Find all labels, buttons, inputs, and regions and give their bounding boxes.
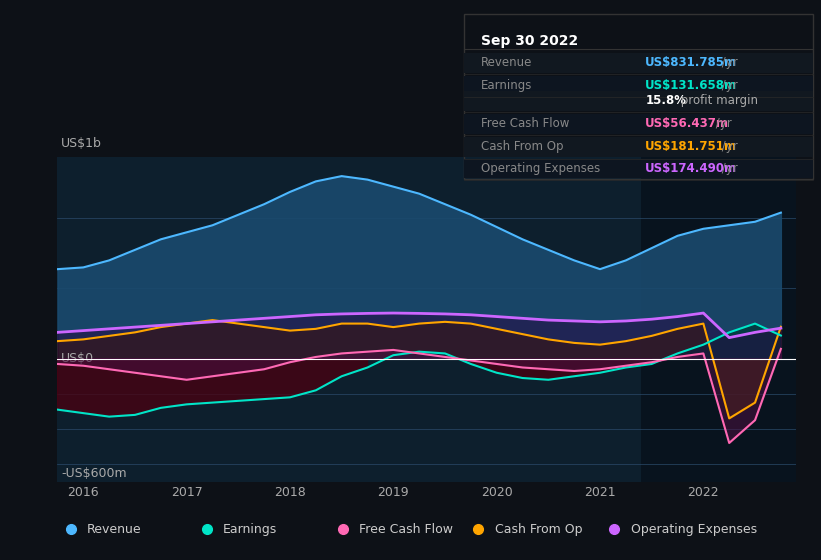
Text: profit margin: profit margin xyxy=(677,94,758,107)
Text: Revenue: Revenue xyxy=(87,522,141,536)
Bar xyxy=(464,158,813,179)
Text: US$181.751m: US$181.751m xyxy=(645,141,737,153)
Text: US$56.437m: US$56.437m xyxy=(645,118,729,130)
Text: /yr: /yr xyxy=(718,56,738,69)
Text: US$831.785m: US$831.785m xyxy=(645,56,737,69)
Text: Operating Expenses: Operating Expenses xyxy=(481,162,600,175)
Text: Cash From Op: Cash From Op xyxy=(495,522,582,536)
Text: US$131.658m: US$131.658m xyxy=(645,80,737,92)
Text: Cash From Op: Cash From Op xyxy=(481,141,564,153)
Bar xyxy=(464,137,813,157)
Text: -US$600m: -US$600m xyxy=(62,467,126,480)
Text: Operating Expenses: Operating Expenses xyxy=(631,522,757,536)
Text: Free Cash Flow: Free Cash Flow xyxy=(359,522,452,536)
Bar xyxy=(464,91,813,111)
Text: /yr: /yr xyxy=(718,141,738,153)
Text: /yr: /yr xyxy=(712,118,732,130)
Text: 15.8%: 15.8% xyxy=(645,94,686,107)
Text: US$1b: US$1b xyxy=(62,137,102,150)
Text: Revenue: Revenue xyxy=(481,56,533,69)
Text: Earnings: Earnings xyxy=(481,80,533,92)
Text: Free Cash Flow: Free Cash Flow xyxy=(481,118,570,130)
Bar xyxy=(464,76,813,96)
Bar xyxy=(464,114,813,134)
Bar xyxy=(641,157,796,482)
Text: US$174.490m: US$174.490m xyxy=(645,162,737,175)
Text: Earnings: Earnings xyxy=(222,522,277,536)
Text: /yr: /yr xyxy=(718,80,738,92)
Bar xyxy=(464,53,813,73)
Text: US$0: US$0 xyxy=(62,352,94,365)
Text: Sep 30 2022: Sep 30 2022 xyxy=(481,34,579,48)
Text: /yr: /yr xyxy=(718,162,738,175)
